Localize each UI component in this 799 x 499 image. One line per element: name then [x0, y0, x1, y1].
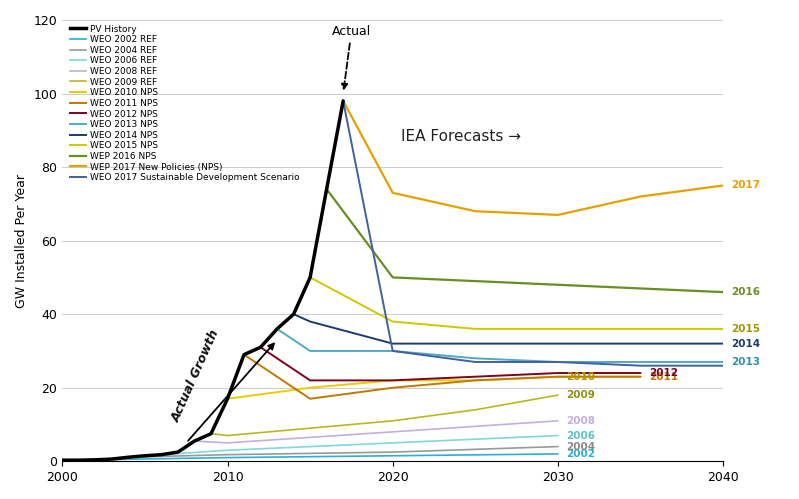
Text: Actual Growth: Actual Growth	[169, 327, 222, 424]
Text: 2016: 2016	[731, 287, 761, 297]
Text: 2006: 2006	[566, 431, 595, 441]
Y-axis label: GW Installed Per Year: GW Installed Per Year	[15, 174, 28, 308]
Text: 2009: 2009	[566, 390, 595, 400]
Text: 2017: 2017	[731, 181, 761, 191]
Legend: PV History, WEO 2002 REF, WEO 2004 REF, WEO 2006 REF, WEO 2008 REF, WEO 2009 REF: PV History, WEO 2002 REF, WEO 2004 REF, …	[70, 24, 300, 182]
Text: 2012: 2012	[649, 368, 678, 378]
Text: IEA Forecasts →: IEA Forecasts →	[401, 129, 521, 144]
Text: 2004: 2004	[566, 442, 595, 452]
Text: 2011: 2011	[649, 372, 678, 382]
Text: Actual: Actual	[332, 25, 371, 89]
Text: 2002: 2002	[566, 449, 595, 459]
Text: 2014: 2014	[731, 339, 761, 349]
Text: 2013: 2013	[731, 357, 761, 367]
Text: 2010: 2010	[566, 372, 595, 382]
Text: 2015: 2015	[731, 324, 761, 334]
Text: 2008: 2008	[566, 416, 595, 426]
